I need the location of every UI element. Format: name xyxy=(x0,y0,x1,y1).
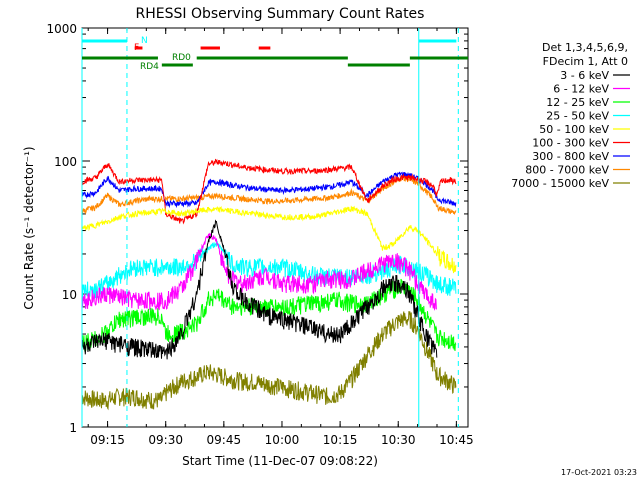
x-tick-label: 09:30 xyxy=(148,433,183,447)
x-tick-label: 09:45 xyxy=(207,433,242,447)
y-axis-label: Count Rate (s⁻¹ detector⁻¹) xyxy=(22,146,36,309)
legend-entry-label: 800 - 7000 keV xyxy=(525,164,609,177)
x-tick-label: 10:15 xyxy=(323,433,358,447)
x-axis-ticks: 09:15 09:30 09:45 10:00 10:15 10:30 10:45 xyxy=(87,28,474,447)
legend-entry-label: 3 - 6 keV xyxy=(560,69,609,82)
legend-entry-label: 300 - 800 keV xyxy=(532,150,609,163)
state-bar-layer: NF RD0 RD4 xyxy=(82,36,468,72)
x-tick-label: 10:30 xyxy=(381,433,416,447)
legend-entry-label: 7000 - 15000 keV xyxy=(511,177,609,190)
state-label: RD4 xyxy=(140,62,159,72)
legend-entry-label: 12 - 25 keV xyxy=(546,96,609,109)
vline-layer xyxy=(81,28,459,427)
series-line xyxy=(81,158,457,225)
series-line xyxy=(81,278,457,352)
legend-header-line2: FDecim 1, Att 0 xyxy=(543,55,628,68)
legend-entry-label: 50 - 100 keV xyxy=(539,123,609,136)
state-bar-segment xyxy=(409,56,453,60)
legend-entry-label: 25 - 50 keV xyxy=(546,110,609,123)
series-line xyxy=(81,174,457,216)
x-tick-label: 10:00 xyxy=(265,433,300,447)
state-bar-segment xyxy=(161,63,193,67)
chart-title: RHESSI Observing Summary Count Rates xyxy=(136,6,425,22)
series-line xyxy=(81,232,437,311)
state-bar-segment xyxy=(82,39,127,43)
series-line xyxy=(81,219,438,360)
state-bar-segment xyxy=(452,56,468,60)
x-axis-label: Start Time (11-Dec-07 09:08:22) xyxy=(182,454,378,468)
footer-timestamp: 17-Oct-2021 03:23 xyxy=(561,468,637,477)
legend-header-line1: Det 1,3,4,5,6,9, xyxy=(542,41,628,54)
state-bar-segment xyxy=(82,56,158,60)
y-tick-label: 100 xyxy=(54,155,77,169)
state-bar-segment xyxy=(134,46,143,50)
legend-entry-label: 6 - 12 keV xyxy=(553,83,609,96)
y-tick-label: 10 xyxy=(62,288,77,302)
state-bar-segment xyxy=(196,56,348,60)
y-axis-ticks: 1 10 100 1000 xyxy=(46,22,468,435)
state-label: N xyxy=(141,36,148,46)
x-tick-label: 10:45 xyxy=(439,433,474,447)
x-tick-label: 09:15 xyxy=(90,433,125,447)
state-bar-segment xyxy=(200,46,220,50)
y-tick-label: 1000 xyxy=(46,22,77,36)
state-bar-segment xyxy=(347,63,410,67)
legend-entry-label: 100 - 300 keV xyxy=(532,137,609,150)
series-line xyxy=(81,205,457,274)
series-line xyxy=(81,311,457,411)
state-bar-segment xyxy=(418,39,457,43)
legend: Det 1,3,4,5,6,9, FDecim 1, Att 0 3 - 6 k… xyxy=(511,41,630,190)
state-label: RD0 xyxy=(172,53,191,63)
series-layer xyxy=(81,158,457,411)
state-label: F xyxy=(134,43,139,53)
y-tick-label: 1 xyxy=(69,421,77,435)
state-bar-segment xyxy=(258,46,271,50)
